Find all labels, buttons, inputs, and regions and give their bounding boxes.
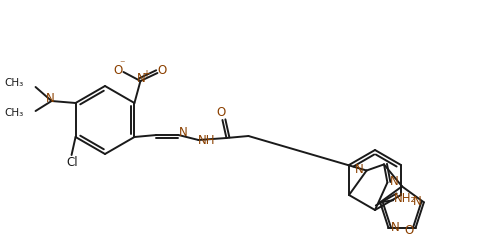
Text: +: + <box>143 69 150 79</box>
Text: O: O <box>404 224 413 237</box>
Text: O: O <box>114 65 123 78</box>
Text: N: N <box>46 92 55 106</box>
Text: O: O <box>158 65 167 78</box>
Text: ⁻: ⁻ <box>120 59 125 69</box>
Text: NH: NH <box>197 135 215 147</box>
Text: N: N <box>390 175 399 188</box>
Text: NH₂: NH₂ <box>394 192 416 205</box>
Text: N: N <box>413 195 421 208</box>
Text: CH₃: CH₃ <box>4 108 24 118</box>
Text: N: N <box>355 163 364 176</box>
Text: N: N <box>179 127 188 140</box>
Text: Cl: Cl <box>67 155 78 169</box>
Text: O: O <box>217 107 226 119</box>
Text: N: N <box>137 73 146 85</box>
Text: CH₃: CH₃ <box>4 78 24 88</box>
Text: N: N <box>391 220 400 234</box>
